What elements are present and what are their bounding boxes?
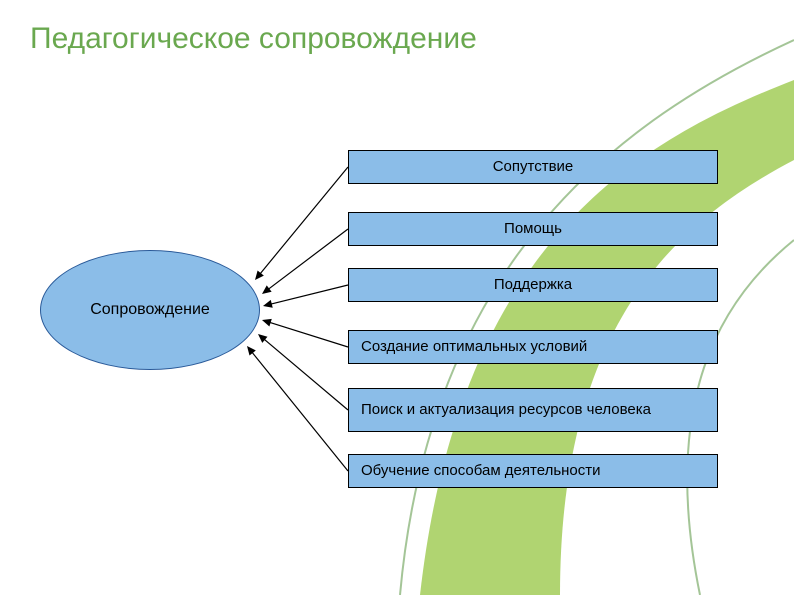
box-label: Помощь bbox=[504, 220, 562, 237]
concept-box-3: Создание оптимальных условий bbox=[348, 330, 718, 364]
arrow-head-3 bbox=[262, 319, 272, 327]
ellipse-label: Сопровождение bbox=[90, 301, 210, 319]
arrow-head-1 bbox=[262, 285, 272, 294]
arrow-line-0 bbox=[256, 167, 348, 278]
box-label: Поддержка bbox=[494, 276, 572, 293]
concept-box-2: Поддержка bbox=[348, 268, 718, 302]
box-label: Сопутствие bbox=[493, 158, 574, 175]
box-label: Поиск и актуализация ресурсов человека bbox=[361, 401, 651, 418]
concept-box-0: Сопутствие bbox=[348, 150, 718, 184]
central-ellipse: Сопровождение bbox=[40, 250, 260, 370]
arrow-head-4 bbox=[258, 334, 267, 343]
concept-box-5: Обучение способам деятельности bbox=[348, 454, 718, 488]
stem-arc bbox=[400, 40, 794, 595]
box-label: Создание оптимальных условий bbox=[361, 338, 587, 355]
arrow-head-0 bbox=[255, 270, 264, 280]
arrow-line-2 bbox=[265, 285, 348, 306]
arrow-head-5 bbox=[247, 346, 256, 356]
concept-box-1: Помощь bbox=[348, 212, 718, 246]
arrow-line-5 bbox=[248, 348, 348, 471]
arrow-line-1 bbox=[264, 229, 348, 293]
arrow-line-3 bbox=[264, 321, 348, 347]
arrow-head-2 bbox=[263, 300, 273, 308]
box-label: Обучение способам деятельности bbox=[361, 462, 601, 479]
concept-box-4: Поиск и актуализация ресурсов человека bbox=[348, 388, 718, 432]
page-title: Педагогическое сопровождение bbox=[30, 22, 477, 56]
arrow-line-4 bbox=[260, 335, 348, 410]
slide: Педагогическое сопровождение Сопровожден… bbox=[0, 0, 794, 595]
